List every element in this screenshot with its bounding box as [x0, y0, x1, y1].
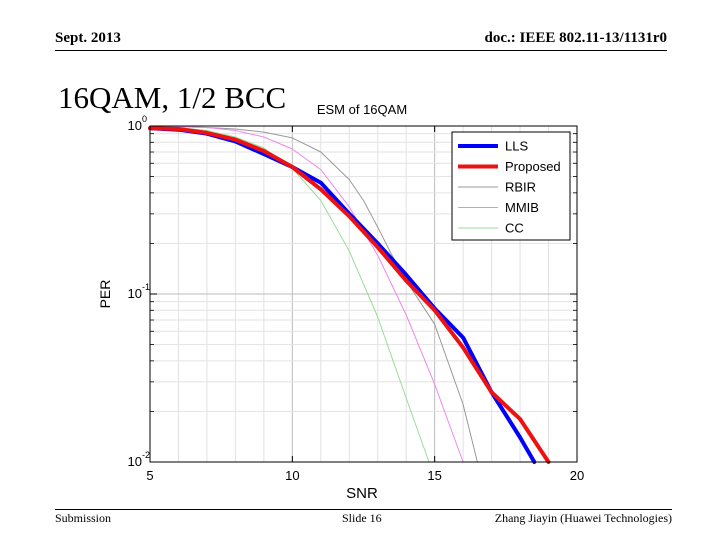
header-doc-number: doc.: IEEE 802.11-13/1131r0 — [484, 30, 667, 46]
footer-author: Zhang Jiayin (Huawei Technologies) — [494, 511, 672, 525]
y-tick-label: 10 -1 — [128, 282, 150, 301]
y-tick-base: 10 — [128, 286, 142, 301]
x-tick-label: 5 — [146, 468, 153, 483]
y-tick-label: 10 -2 — [128, 450, 150, 469]
series-layer — [148, 126, 551, 464]
legend-label-proposed: Proposed — [505, 159, 561, 174]
tick-marks — [149, 125, 578, 463]
legend-label-lls: LLS — [505, 139, 528, 154]
y-tick-base: 10 — [128, 454, 142, 469]
y-tick-exponent: -1 — [142, 282, 150, 292]
footer-slide-number: Slide 16 — [342, 511, 382, 525]
y-axis-label: PER — [97, 280, 113, 309]
footer-submission: Submission — [55, 511, 112, 525]
x-tick-label: 10 — [285, 468, 299, 483]
y-tick-exponent: 0 — [142, 114, 147, 124]
legend: LLS Proposed RBIR MMIB CC — [451, 131, 571, 241]
legend-label-cc: CC — [505, 221, 524, 236]
legend-box — [451, 131, 571, 241]
legend-label-mmib: MMIB — [505, 200, 539, 215]
header-rule — [55, 50, 667, 51]
series-line-proposed — [148, 126, 551, 464]
series-line-mmib — [149, 126, 464, 463]
legend-label-rbir: RBIR — [505, 180, 536, 195]
slide-title: 16QAM, 1/2 BCC — [58, 80, 287, 115]
y-tick-label: 10 0 — [128, 114, 147, 133]
chart-title: ESM of 16QAM — [317, 102, 407, 117]
x-tick-label: 20 — [570, 468, 584, 483]
x-tick-label: 15 — [427, 468, 441, 483]
x-axis-label: SNR — [346, 485, 378, 502]
header-date: Sept. 2013 — [55, 30, 121, 46]
footer-rule — [55, 509, 672, 510]
y-tick-base: 10 — [128, 118, 142, 133]
x-tick-labels: 5 10 15 20 — [146, 468, 584, 483]
y-tick-exponent: -2 — [142, 450, 150, 460]
